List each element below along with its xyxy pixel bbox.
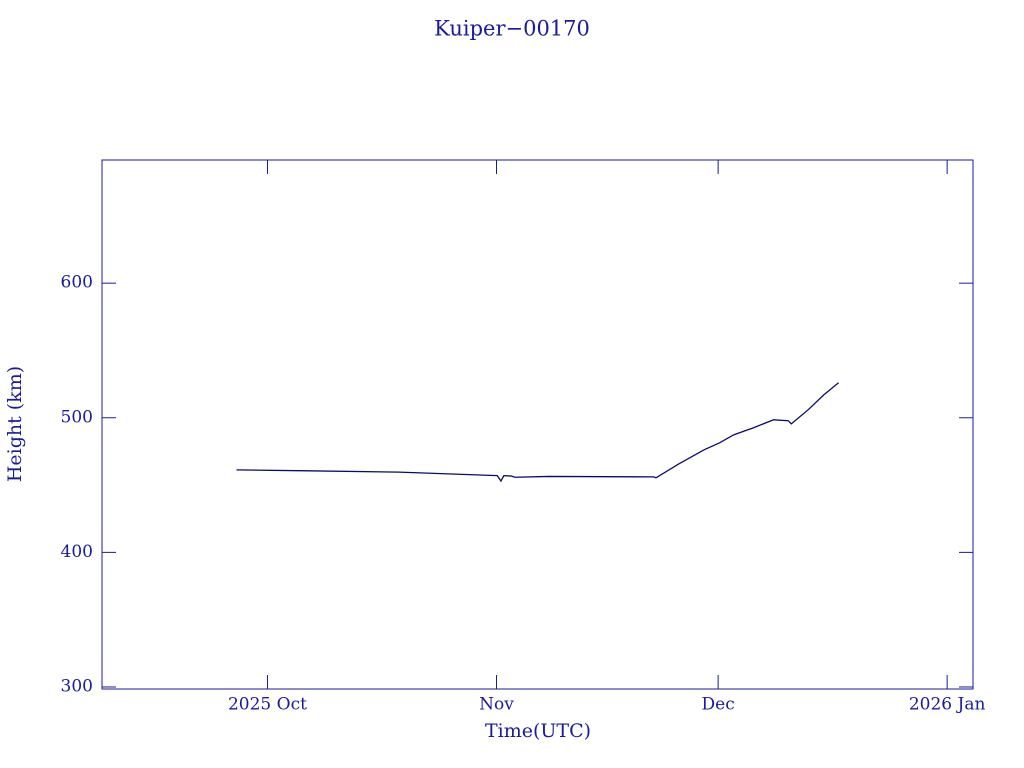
x-tick-label: 2026 Jan [909, 695, 986, 715]
y-tick-label: 500 [61, 407, 93, 427]
y-tick-label: 600 [61, 273, 93, 293]
y-tick-label: 400 [61, 542, 93, 562]
plot-frame [101, 159, 974, 690]
x-tick-label: Dec [702, 695, 735, 715]
x-tick-label: Nov [479, 695, 514, 715]
x-axis-label: Time(UTC) [485, 720, 591, 742]
y-axis-label: Height (km) [4, 366, 26, 482]
data-line [236, 382, 839, 483]
x-tick-label: 2025 Oct [228, 695, 307, 715]
y-tick-label: 300 [61, 676, 93, 696]
chart-title: Kuiper−00170 [434, 17, 590, 41]
